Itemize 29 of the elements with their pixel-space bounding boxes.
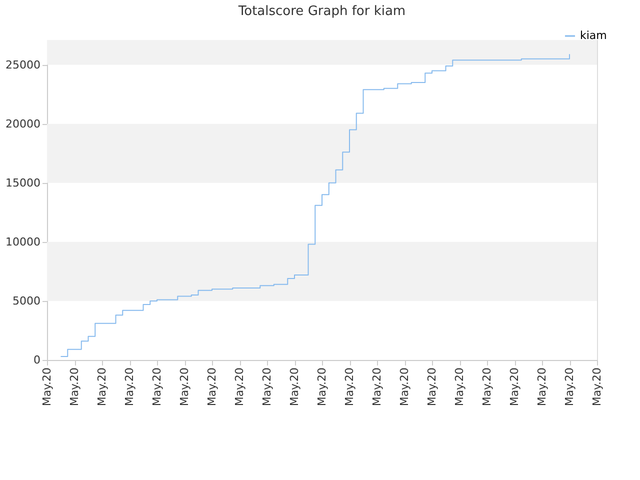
y-tick-label: 10000 — [6, 235, 40, 248]
x-tick-label: May.20 — [123, 368, 136, 406]
x-tick-label: May.20 — [563, 368, 576, 406]
x-tick-label: May.20 — [316, 368, 328, 406]
y-tick-label: 0 — [34, 354, 40, 366]
x-tick-label: May.20 — [536, 368, 548, 406]
x-tick-label: May.20 — [480, 368, 494, 406]
x-tick-label: May.20 — [398, 368, 411, 406]
legend-label: kiam — [580, 29, 607, 42]
y-tick-label: 25000 — [6, 58, 40, 72]
x-tick-label: May.20 — [453, 368, 466, 406]
x-tick-label: May.20 — [260, 368, 274, 406]
x-tick-label: May.20 — [370, 368, 384, 406]
x-tick-label: May.20 — [178, 368, 191, 406]
y-tick-label: 20000 — [6, 117, 40, 130]
x-tick-label: May.20 — [288, 368, 301, 406]
x-tick-label: May.20 — [40, 368, 54, 406]
y-tick-label: 15000 — [6, 176, 40, 190]
x-tick-label: May.20 — [343, 368, 356, 406]
x-tick-label: May.20 — [68, 368, 81, 406]
x-tick-label: May.20 — [590, 368, 604, 406]
y-tick-label: 5000 — [12, 294, 40, 308]
x-tick-label: May.20 — [508, 368, 521, 406]
x-tick-label: May.20 — [233, 368, 246, 406]
x-tick-label: May.20 — [206, 368, 218, 406]
x-tick-label: May.20 — [426, 368, 438, 406]
chart-title: Totalscore Graph for kiam — [237, 4, 406, 19]
x-tick-label: May.20 — [96, 368, 108, 406]
x-tick-label: May.20 — [150, 368, 164, 406]
